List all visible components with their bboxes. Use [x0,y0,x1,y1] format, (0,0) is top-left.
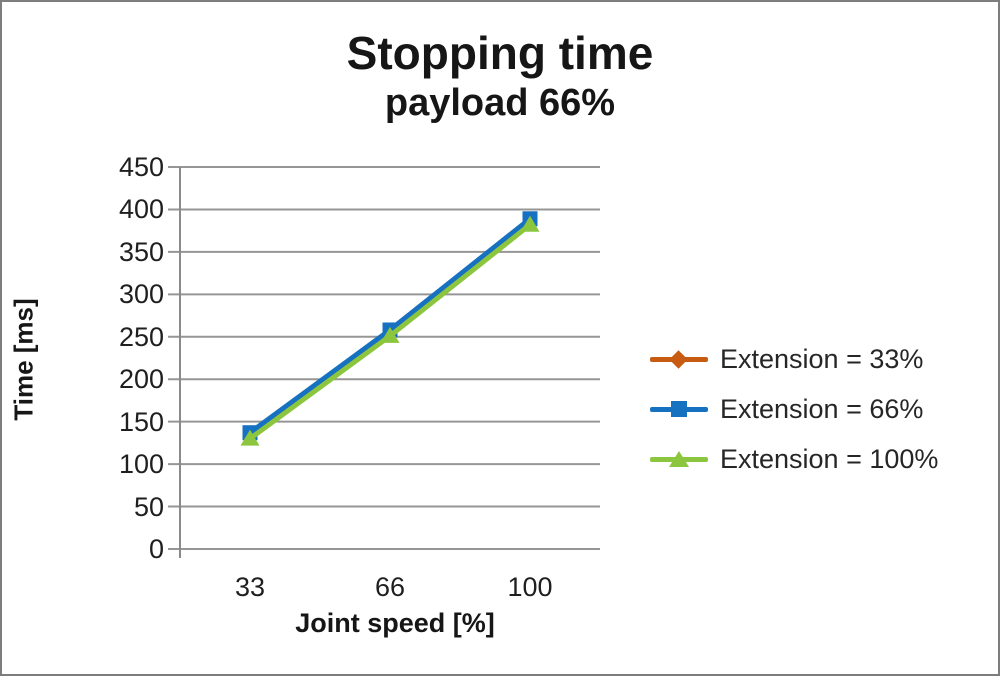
x-tick-label: 100 [507,572,553,602]
chart-title: Stopping time [346,27,654,79]
legend-label: Extension = 66% [720,393,924,424]
legend-label: Extension = 33% [720,343,924,374]
legend-diamond-marker-icon [650,342,708,376]
legend-item-extension-33: Extension = 33% [650,342,938,376]
y-axis-title: Time [ms] [8,298,39,421]
y-tick-label: 250 [118,321,164,352]
y-tick-label: 0 [148,534,164,564]
x-tick-label: 66 [374,572,406,602]
legend-square-marker-icon [650,392,708,426]
y-tick-label: 100 [118,449,164,480]
chart-subtitle: payload 66% [384,82,616,124]
y-tick-label: 300 [118,279,164,310]
y-tick-label: 50 [133,491,164,522]
y-tick-label: 400 [118,194,164,225]
legend-item-extension-100: Extension = 100% [650,442,938,476]
y-tick-label: 150 [118,406,164,437]
y-tick-label: 450 [118,152,164,182]
legend-triangle-marker-icon [650,442,708,476]
legend-label: Extension = 100% [720,443,939,474]
legend-item-extension-66: Extension = 66% [650,392,938,426]
x-tick-label: 33 [234,572,266,602]
y-tick-label: 350 [118,236,164,267]
x-axis-title: Joint speed [%] [295,608,495,638]
chart-legend: Extension = 33% Extension = 66% Extensio… [650,342,938,492]
y-tick-label: 200 [118,364,164,395]
